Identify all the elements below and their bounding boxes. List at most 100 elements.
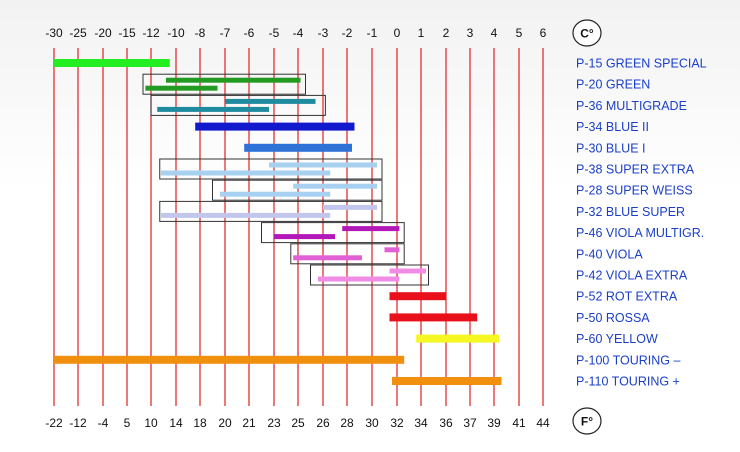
top-fade bbox=[0, 0, 740, 190]
celsius-tick-label: -7 bbox=[220, 26, 231, 40]
range-bar bbox=[161, 212, 331, 218]
fahrenheit-tick-label: 23 bbox=[267, 416, 281, 430]
celsius-tick-label: 1 bbox=[418, 26, 425, 40]
celsius-tick-label: -2 bbox=[342, 26, 353, 40]
product-label: P-40 VIOLA bbox=[576, 247, 643, 261]
product-label: P-34 BLUE II bbox=[576, 120, 649, 134]
range-bar bbox=[389, 292, 446, 301]
celsius-tick-label: -25 bbox=[69, 26, 87, 40]
range-box bbox=[310, 264, 429, 286]
range-bar bbox=[392, 377, 502, 385]
celsius-tick-label: -4 bbox=[293, 26, 304, 40]
celsius-unit-badge: C° bbox=[572, 19, 602, 47]
fahrenheit-tick-label: 26 bbox=[316, 416, 330, 430]
product-label: P-42 VIOLA EXTRA bbox=[576, 269, 688, 283]
fahrenheit-tick-label: 32 bbox=[390, 416, 404, 430]
fahrenheit-unit-label: F° bbox=[581, 415, 593, 429]
celsius-tick-label: 6 bbox=[540, 26, 547, 40]
range-bar bbox=[54, 355, 405, 364]
celsius-tick-label: -12 bbox=[142, 26, 160, 40]
fahrenheit-tick-label: 20 bbox=[218, 416, 232, 430]
range-bar bbox=[166, 77, 301, 83]
fahrenheit-tick-label: 44 bbox=[536, 416, 550, 430]
fahrenheit-tick-label: 18 bbox=[193, 416, 207, 430]
range-box bbox=[150, 94, 326, 116]
celsius-tick-label: -15 bbox=[118, 26, 136, 40]
fahrenheit-axis: -22 -12 -4 5 10 14 18 20 21 23 25 26 28 30 32 34 36 37 39 4… bbox=[45, 416, 550, 430]
range-box bbox=[159, 158, 383, 180]
product-label: P-32 BLUE SUPER bbox=[576, 205, 685, 219]
fahrenheit-tick-label: 36 bbox=[439, 416, 453, 430]
celsius-tick-label: 3 bbox=[467, 26, 474, 40]
celsius-tick-label: -10 bbox=[167, 26, 185, 40]
range-bar bbox=[269, 162, 377, 168]
product-label: P-20 GREEN bbox=[576, 78, 650, 92]
range-bar bbox=[220, 191, 331, 197]
fahrenheit-tick-label: -12 bbox=[69, 416, 87, 430]
fahrenheit-tick-label: 5 bbox=[124, 416, 131, 430]
fahrenheit-tick-label: -4 bbox=[98, 416, 109, 430]
range-bar bbox=[384, 247, 400, 253]
celsius-tick-label: -6 bbox=[244, 26, 255, 40]
range-bar bbox=[145, 85, 218, 91]
product-label: P-38 SUPER EXTRA bbox=[576, 163, 695, 177]
product-label: P-36 MULTIGRADE bbox=[576, 99, 687, 113]
celsius-tick-label: -5 bbox=[269, 26, 280, 40]
range-bar bbox=[274, 234, 335, 240]
product-label: P-50 ROSSA bbox=[576, 311, 650, 325]
product-label: P-46 VIOLA MULTIGR. bbox=[576, 226, 704, 240]
celsius-tick-label: -20 bbox=[94, 26, 112, 40]
fahrenheit-tick-label: 41 bbox=[512, 416, 526, 430]
fahrenheit-tick-label: 10 bbox=[144, 416, 158, 430]
range-box bbox=[290, 243, 405, 265]
product-label: P-52 ROT EXTRA bbox=[576, 290, 678, 304]
celsius-tick-label: -30 bbox=[45, 26, 63, 40]
range-bar bbox=[293, 183, 377, 189]
celsius-axis: -30 -25 -20 -15 -12 -10 -8 -7 -6 -5 -4 -3 -2 -1 0 1 2 3 4 5… bbox=[45, 26, 546, 40]
product-label: P-15 GREEN SPECIAL bbox=[576, 57, 707, 71]
celsius-tick-label: -3 bbox=[318, 26, 329, 40]
fahrenheit-unit-badge: F° bbox=[572, 407, 602, 435]
range-bar bbox=[293, 255, 362, 261]
range-box bbox=[261, 222, 405, 244]
range-bar bbox=[389, 313, 478, 322]
range-box bbox=[212, 179, 383, 201]
product-label: P-30 BLUE I bbox=[576, 141, 645, 155]
range-bars bbox=[54, 59, 502, 385]
celsius-unit-label: C° bbox=[580, 27, 594, 41]
range-bar bbox=[225, 98, 316, 104]
product-label: P-60 YELLOW bbox=[576, 332, 658, 346]
product-labels: P-15 GREEN SPECIAL P-20 GREEN P-36 MULTIGR… bbox=[576, 57, 707, 389]
fahrenheit-tick-label: 34 bbox=[414, 416, 428, 430]
celsius-tick-label: 5 bbox=[516, 26, 523, 40]
range-bar bbox=[389, 268, 426, 274]
background-fade bbox=[0, 0, 740, 190]
product-label: P-110 TOURING + bbox=[576, 375, 680, 389]
product-label: P-28 SUPER WEISS bbox=[576, 184, 693, 198]
fahrenheit-tick-label: 30 bbox=[365, 416, 379, 430]
range-bar bbox=[318, 276, 400, 282]
range-bar bbox=[161, 170, 331, 176]
range-bar bbox=[54, 59, 170, 67]
range-bar bbox=[323, 204, 377, 210]
range-bar bbox=[157, 106, 269, 112]
fahrenheit-tick-label: 21 bbox=[242, 416, 256, 430]
range-bar bbox=[342, 226, 400, 232]
celsius-tick-label: 2 bbox=[443, 26, 450, 40]
celsius-tick-label: 0 bbox=[394, 26, 401, 40]
fahrenheit-tick-label: -22 bbox=[45, 416, 63, 430]
fahrenheit-tick-label: 39 bbox=[487, 416, 501, 430]
range-box bbox=[159, 200, 383, 222]
range-bar bbox=[416, 334, 499, 343]
celsius-tick-label: 4 bbox=[491, 26, 498, 40]
fahrenheit-tick-label: 25 bbox=[291, 416, 305, 430]
fahrenheit-tick-label: 28 bbox=[340, 416, 354, 430]
range-bar bbox=[195, 122, 355, 131]
range-bar bbox=[244, 143, 352, 152]
fahrenheit-tick-label: 37 bbox=[463, 416, 477, 430]
range-box bbox=[142, 73, 306, 95]
range-boxes bbox=[142, 73, 429, 286]
product-label: P-100 TOURING – bbox=[576, 353, 680, 367]
celsius-tick-label: -8 bbox=[195, 26, 206, 40]
